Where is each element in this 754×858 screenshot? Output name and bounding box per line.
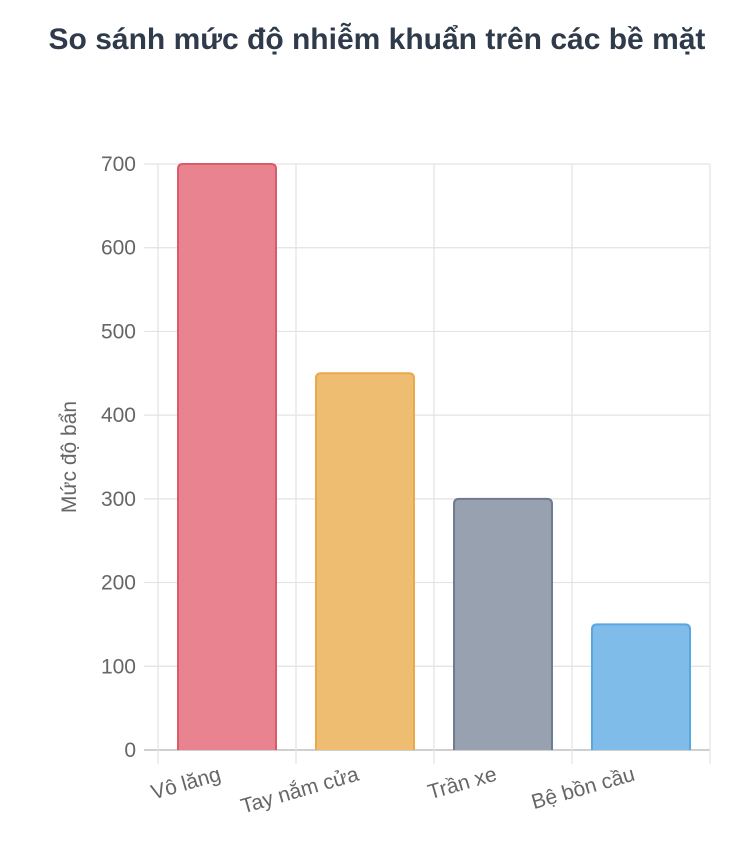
y-tick-label: 100 [101, 655, 136, 678]
y-tick-label: 400 [101, 404, 136, 427]
bar-outline [591, 623, 691, 750]
y-axis-title: Mức độ bẩn [58, 401, 81, 513]
y-tick-label: 600 [101, 237, 136, 260]
bars [177, 163, 691, 750]
x-tick-label: Tay nắm cửa [238, 763, 361, 819]
bar-fill [178, 164, 276, 750]
chart-title: So sánh mức độ nhiễm khuẩn trên các bề m… [48, 23, 706, 56]
y-tick-labels: 0 100 200 300 400 500 600 700 [101, 153, 136, 762]
y-tick-label: 0 [124, 739, 136, 762]
bar [591, 623, 691, 750]
y-tick-label: 700 [101, 153, 136, 176]
bar-outline [453, 497, 553, 750]
bar-fill [592, 624, 690, 750]
y-tick-label: 300 [101, 488, 136, 511]
bar-fill [316, 373, 414, 750]
x-tick-label: Vô lăng [149, 763, 224, 805]
bar-outline [315, 372, 415, 750]
bar [177, 163, 277, 750]
x-tick-labels: Vô lăng Tay nắm cửa Trần xe Bệ bồn cầu [149, 763, 638, 819]
y-tick-label: 500 [101, 320, 136, 343]
x-tick-label: Bệ bồn cầu [529, 763, 637, 814]
x-tick-label: Trần xe [425, 763, 499, 805]
bar-fill [454, 498, 552, 750]
bar-outline [177, 163, 277, 750]
bar [315, 372, 415, 750]
y-tick-label: 200 [101, 572, 136, 595]
bar [453, 497, 553, 750]
